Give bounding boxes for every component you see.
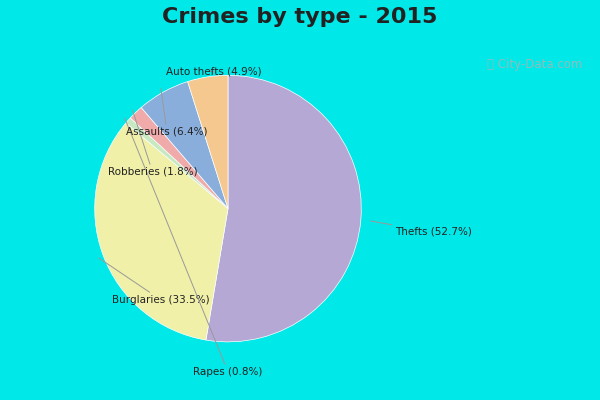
Wedge shape	[126, 118, 228, 209]
Text: Thefts (52.7%): Thefts (52.7%)	[370, 221, 472, 237]
Wedge shape	[95, 123, 228, 340]
Text: ⓘ City-Data.com: ⓘ City-Data.com	[487, 58, 582, 71]
Wedge shape	[130, 108, 228, 209]
Text: Assaults (6.4%): Assaults (6.4%)	[126, 89, 208, 137]
Text: Auto thefts (4.9%): Auto thefts (4.9%)	[166, 67, 262, 77]
Text: Crimes by type - 2015: Crimes by type - 2015	[163, 7, 437, 27]
Text: Rapes (0.8%): Rapes (0.8%)	[125, 118, 263, 377]
Text: Robberies (1.8%): Robberies (1.8%)	[107, 110, 197, 177]
Wedge shape	[206, 75, 361, 342]
Text: Burglaries (33.5%): Burglaries (33.5%)	[99, 258, 210, 305]
Wedge shape	[188, 75, 228, 209]
Wedge shape	[141, 82, 228, 209]
